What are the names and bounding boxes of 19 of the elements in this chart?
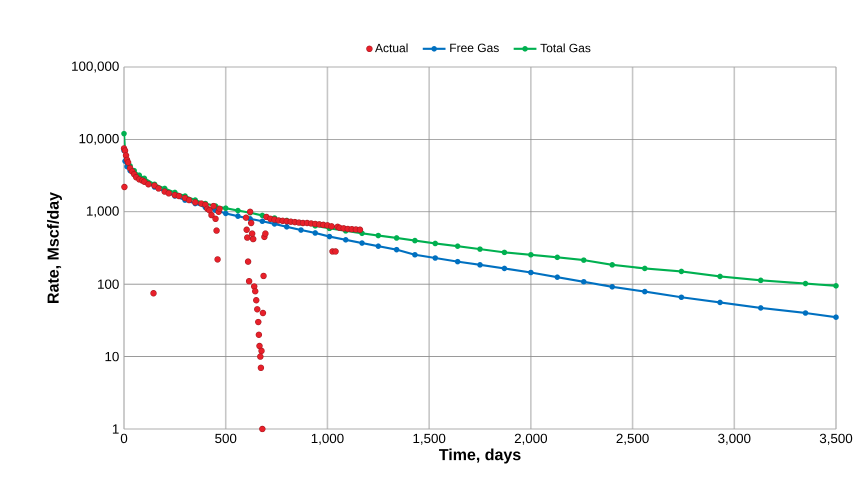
x-tick-label: 3,500: [820, 434, 852, 445]
x-tick-label: 2,000: [514, 434, 548, 445]
x-tick-label: 0: [120, 434, 128, 444]
x-tick-label: 1,000: [312, 434, 344, 445]
legend-label: Total Gas: [540, 43, 590, 52]
x-tick-label: 2,500: [616, 434, 649, 445]
legend-label: Free Gas: [450, 44, 499, 52]
y-tick-label: 100: [98, 279, 119, 289]
x-tick-label: 500: [215, 434, 236, 444]
y-axis-title: Rate, Mscf/day: [47, 192, 62, 303]
y-tick-label: 1: [112, 424, 119, 434]
y-tick-label: 100,000: [72, 61, 119, 73]
y-tick-label: 10,000: [80, 134, 119, 145]
x-axis-title: Time, days: [438, 448, 521, 464]
x-tick-label: 3,000: [718, 434, 750, 445]
x-tick-label: 1,500: [413, 434, 446, 445]
y-tick-label: 10: [105, 352, 119, 362]
y-tick-label: 1,000: [86, 206, 119, 218]
legend-label: Actual: [375, 43, 408, 52]
